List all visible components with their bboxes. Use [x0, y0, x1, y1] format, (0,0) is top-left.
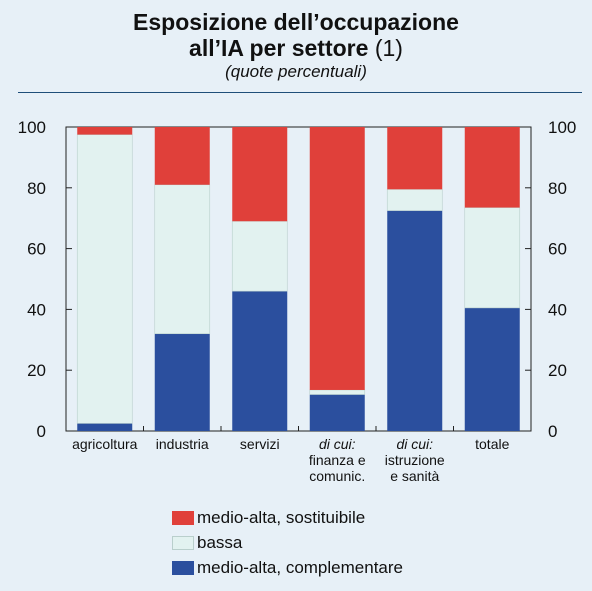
- chart-subtitle: (quote percentuali): [225, 62, 367, 81]
- x-category-label: industria: [156, 436, 209, 452]
- chart-title-line2: all’IA per settore (1): [0, 35, 592, 61]
- bar-complementare-0: [77, 423, 133, 431]
- title-rule: [18, 92, 582, 93]
- x-category-label: finanza e: [309, 452, 366, 468]
- legend-label-bassa: bassa: [197, 533, 243, 552]
- y-tick-label-right: 80: [548, 179, 567, 198]
- bar-sostituibile-2: [232, 127, 288, 222]
- y-tick-label-left: 80: [27, 179, 46, 198]
- plot-frame: [65, 126, 532, 432]
- legend-label-complementare: medio-alta, complementare: [197, 558, 403, 577]
- x-category-label: servizi: [240, 436, 280, 452]
- y-tick-label-right: 60: [548, 240, 567, 259]
- x-category-label: di cui:: [319, 436, 356, 452]
- bar-sostituibile-4: [387, 127, 443, 190]
- bar-bassa-5: [464, 207, 521, 309]
- y-tick-label-right: 100: [548, 118, 576, 137]
- bar-sostituibile-0: [77, 127, 133, 135]
- x-category-label: comunic.: [309, 468, 365, 484]
- legend-swatch-complementare: [172, 561, 194, 575]
- chart-title-text: all’IA per settore: [189, 35, 369, 61]
- x-category-label: di cui:: [396, 436, 433, 452]
- legend-label-sostituibile: medio-alta, sostituibile: [197, 508, 366, 527]
- chart-title-note: (1): [374, 35, 403, 61]
- y-tick-label-left: 0: [37, 422, 46, 441]
- bar-complementare-5: [464, 307, 520, 431]
- bar-sostituibile-1: [154, 127, 210, 185]
- y-tick-label-left: 40: [27, 300, 46, 319]
- y-tick-label-right: 20: [548, 361, 567, 380]
- legend-item-complementare: medio-alta, complementare: [172, 558, 403, 578]
- y-tick-label-left: 60: [27, 240, 46, 259]
- bar-sostituibile-5: [464, 127, 520, 208]
- bar-bassa-4: [386, 189, 443, 211]
- bar-bassa-2: [231, 220, 288, 292]
- x-category-label: e sanità: [390, 468, 439, 484]
- legend-item-sostituibile: medio-alta, sostituibile: [172, 508, 365, 528]
- x-category-label: istruzione: [385, 452, 445, 468]
- legend-item-bassa: bassa: [172, 533, 242, 553]
- legend-swatch-bassa: [172, 536, 194, 550]
- y-tick-label-left: 100: [18, 118, 46, 137]
- bar-bassa-3: [309, 389, 366, 395]
- bar-complementare-2: [232, 291, 288, 431]
- y-tick-label-right: 0: [548, 422, 557, 441]
- x-category-label: agricoltura: [72, 436, 138, 452]
- bar-complementare-4: [387, 210, 443, 431]
- bar-bassa-1: [154, 184, 211, 335]
- legend-swatch-sostituibile: [172, 511, 194, 525]
- y-tick-label-left: 20: [27, 361, 46, 380]
- chart-title-line1: Esposizione dell’occupazione: [133, 9, 459, 35]
- bar-bassa-0: [76, 134, 133, 424]
- bar-complementare-1: [154, 333, 210, 431]
- x-category-label: totale: [475, 436, 509, 452]
- bar-complementare-3: [309, 394, 365, 431]
- bar-sostituibile-3: [309, 127, 365, 390]
- y-tick-label-right: 40: [548, 300, 567, 319]
